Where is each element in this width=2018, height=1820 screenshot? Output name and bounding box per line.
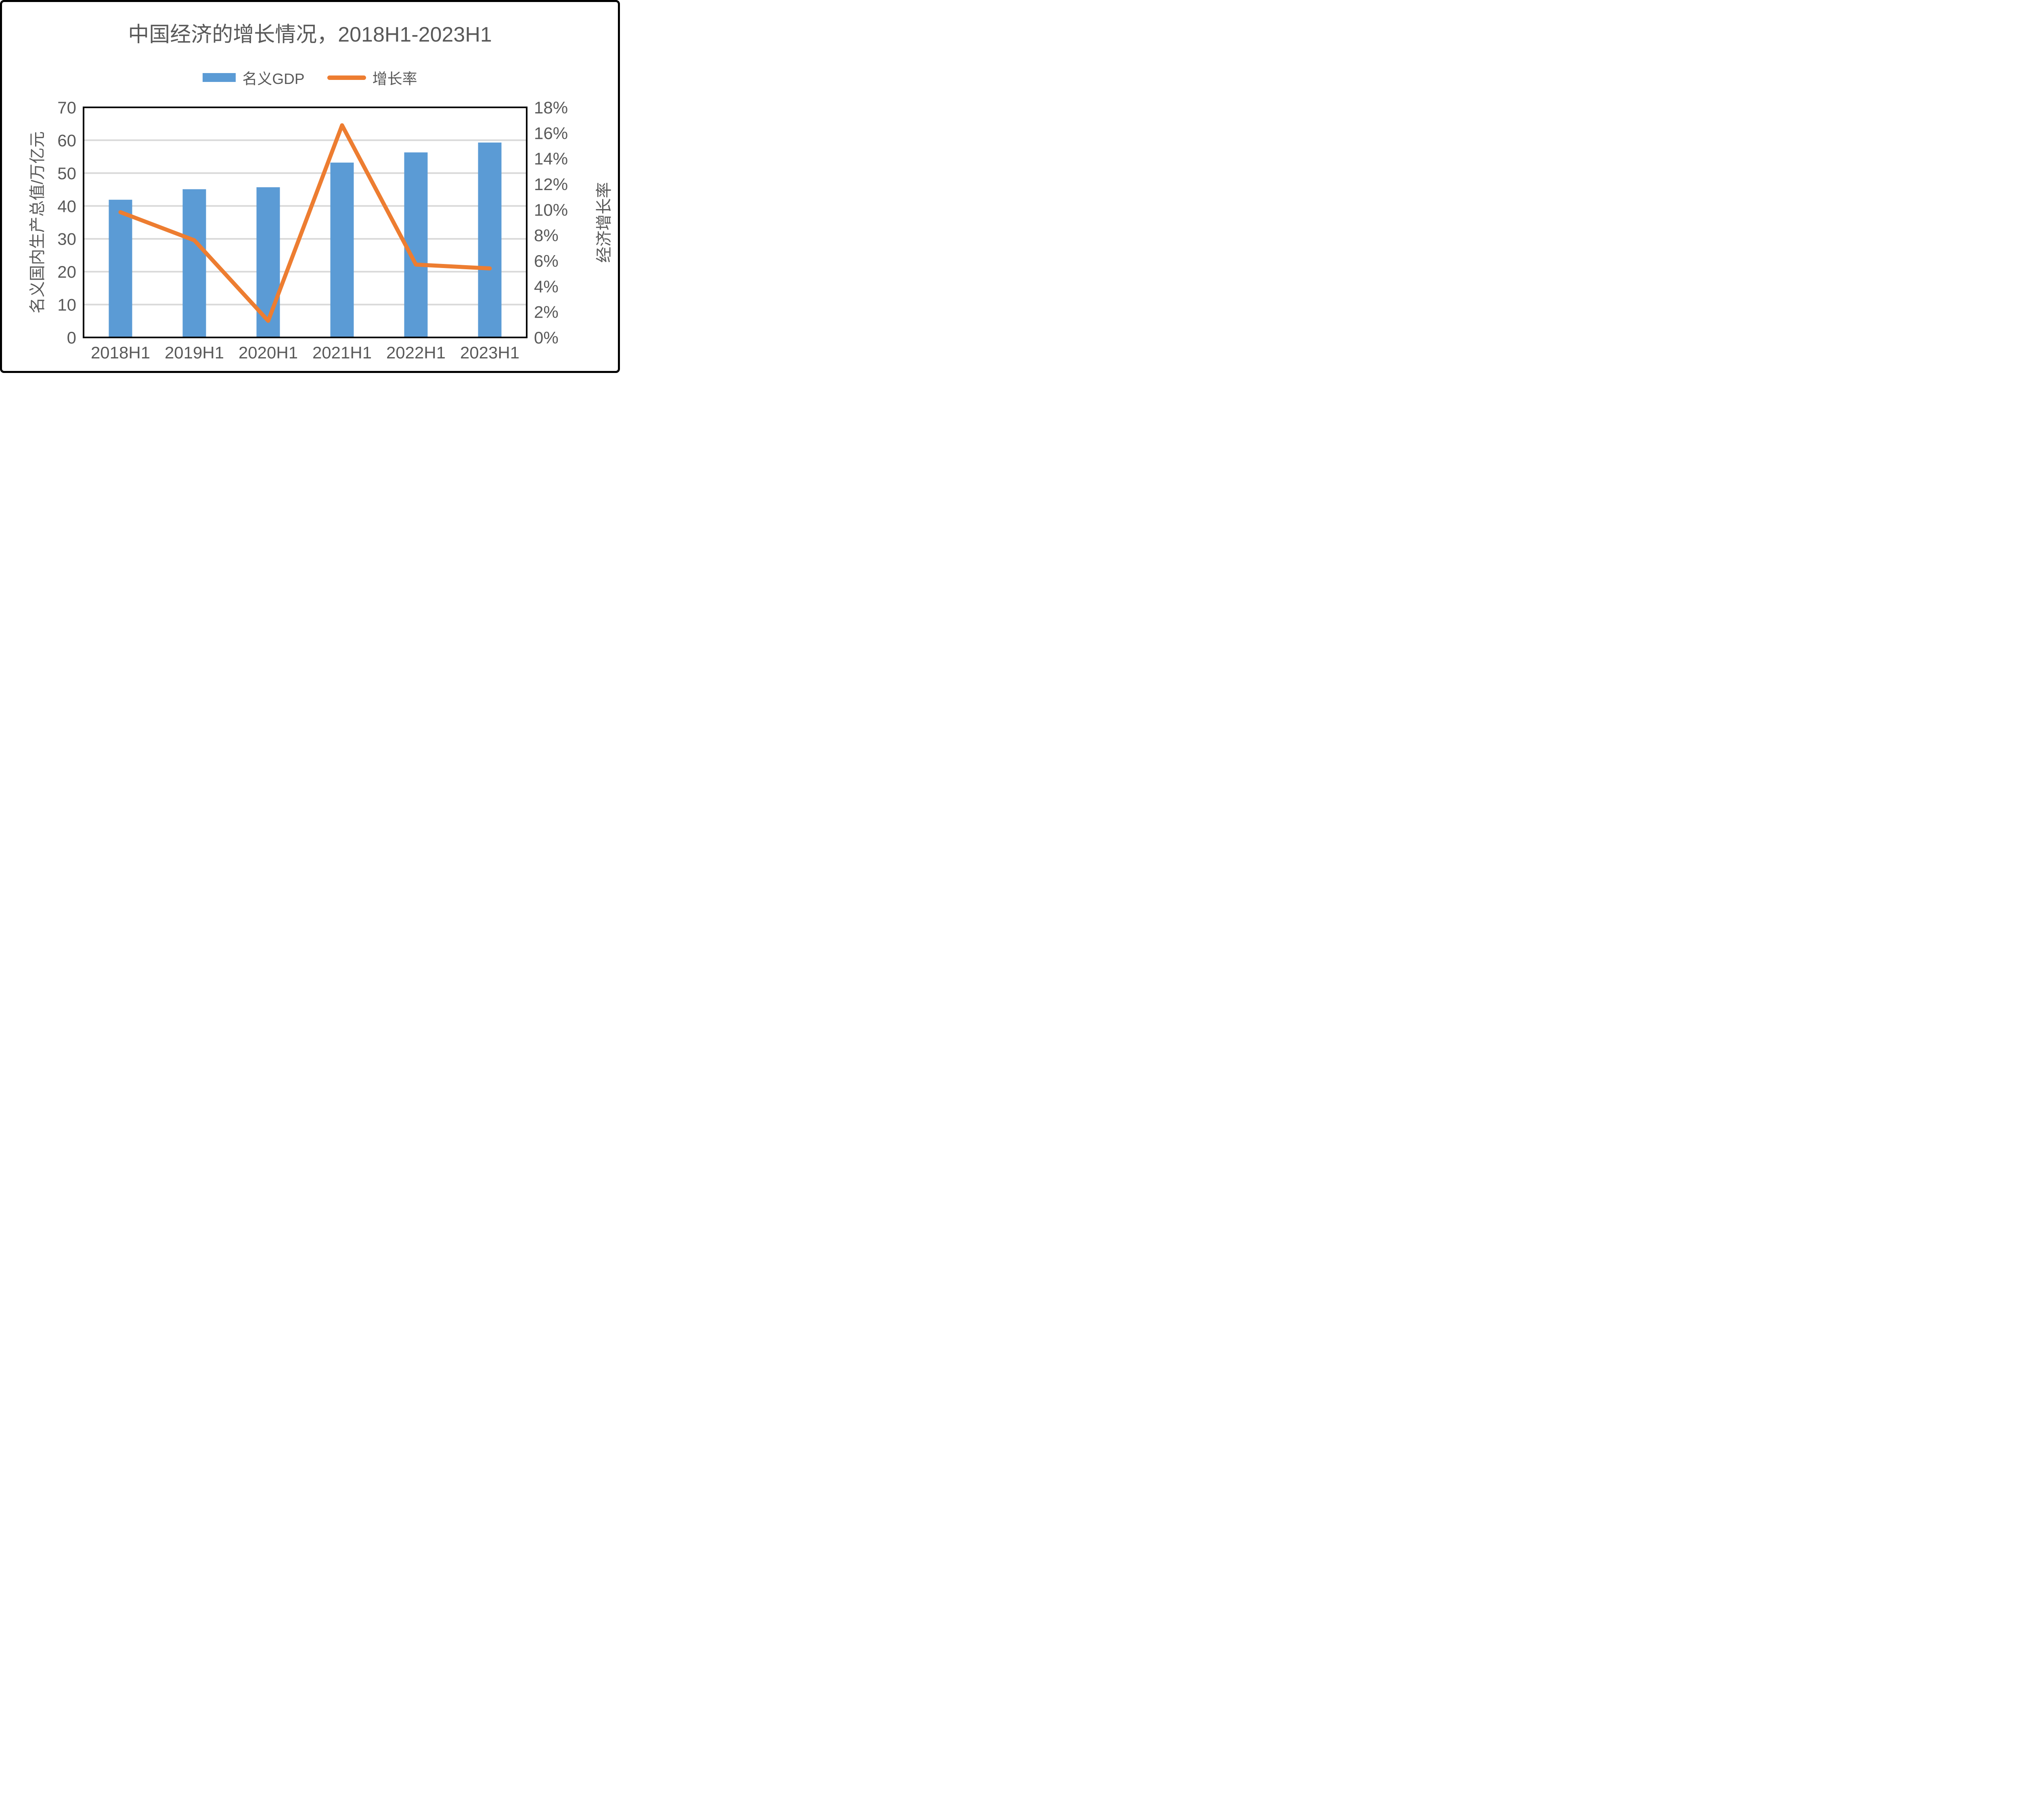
y-right-tick-label: 8% bbox=[534, 226, 559, 245]
legend-label-gdp: 名义GDP bbox=[242, 71, 305, 87]
y-left-tick-label: 10 bbox=[57, 295, 76, 314]
plot-border bbox=[83, 107, 528, 338]
bar-2021H1 bbox=[330, 162, 354, 337]
chart-title: 中国经济的增长情况，2018H1-2023H1 bbox=[128, 23, 492, 46]
y-right-tick-label: 14% bbox=[534, 149, 568, 168]
x-tick-label: 2019H1 bbox=[165, 343, 224, 362]
legend-label-growth: 增长率 bbox=[372, 71, 417, 87]
growth-line bbox=[118, 123, 492, 323]
y-right-tick-label: 10% bbox=[534, 200, 568, 219]
y-left-tick-label: 20 bbox=[57, 262, 76, 281]
y-right-tick-label: 0% bbox=[534, 328, 559, 347]
gdp-bar-swatch-icon bbox=[203, 73, 236, 82]
bar-2023H1 bbox=[478, 142, 502, 337]
y-left-tick-label: 0 bbox=[67, 328, 76, 347]
y-right-tick-label: 4% bbox=[534, 277, 559, 296]
chart-figure: 中国经济的增长情况，2018H1-2023H1 名义GDP 增长率 名义国内生产… bbox=[0, 0, 620, 373]
bar-2018H1 bbox=[109, 199, 132, 337]
bar-2022H1 bbox=[404, 152, 428, 337]
y-right-tick-label: 18% bbox=[534, 98, 568, 117]
plot-area: 0 10 20 30 40 50 60 70 0% 2% 4% 6% 8% 10% 12% 14% 16% 18%… bbox=[57, 98, 568, 362]
bar-2019H1 bbox=[182, 189, 206, 337]
y-left-tick-label: 60 bbox=[57, 131, 76, 150]
x-tick-label: 2018H1 bbox=[91, 343, 150, 362]
bar-2020H1 bbox=[256, 187, 280, 337]
y-left-tick-label: 40 bbox=[57, 197, 76, 216]
legend: 名义GDP 增长率 bbox=[2, 67, 618, 88]
x-tick-label: 2022H1 bbox=[386, 343, 446, 362]
legend-entry-growth: 增长率 bbox=[327, 67, 417, 88]
y-right-tick-label: 2% bbox=[534, 303, 559, 322]
legend-entry-gdp: 名义GDP bbox=[203, 67, 305, 88]
y-left-tick-label: 70 bbox=[57, 98, 76, 117]
x-tick-label: 2021H1 bbox=[312, 343, 372, 362]
y-left-tick-label: 30 bbox=[57, 230, 76, 249]
x-tick-label: 2020H1 bbox=[239, 343, 298, 362]
growth-line-swatch-icon bbox=[327, 75, 366, 80]
y-left-tick-label: 50 bbox=[57, 164, 76, 183]
x-tick-label: 2023H1 bbox=[460, 343, 519, 362]
y-right-tick-label: 12% bbox=[534, 175, 568, 194]
y-right-tick-label: 6% bbox=[534, 251, 559, 270]
y-right-tick-label: 16% bbox=[534, 124, 568, 142]
